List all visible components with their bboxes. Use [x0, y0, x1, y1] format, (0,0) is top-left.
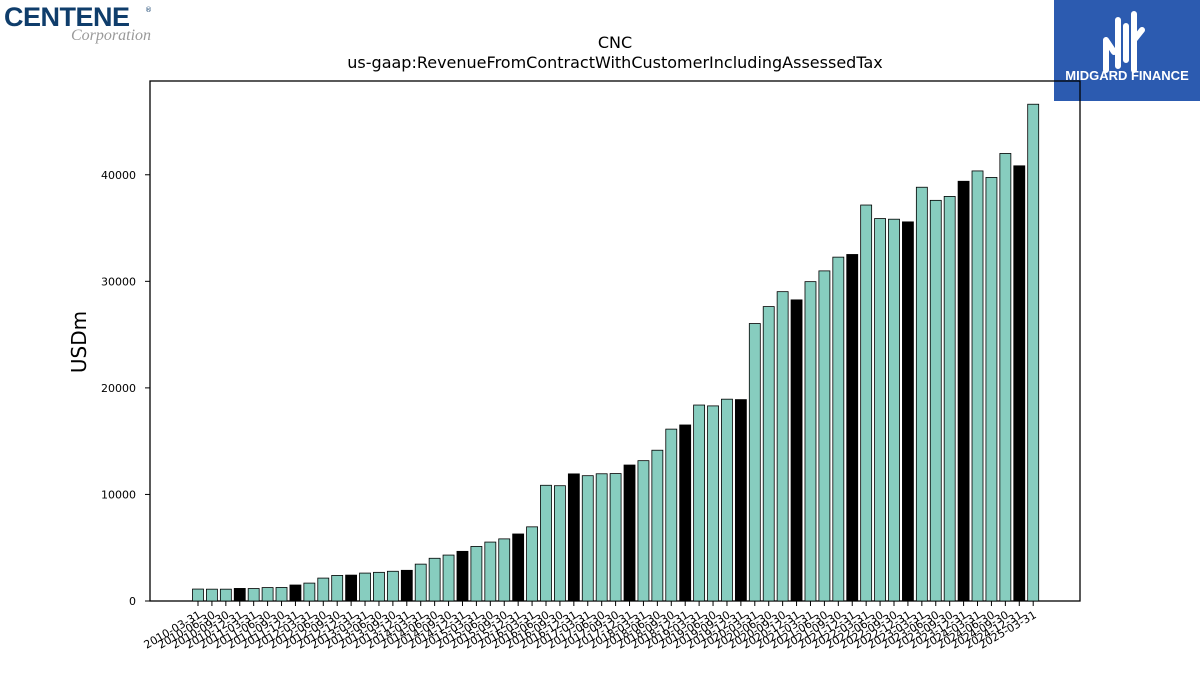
bar — [345, 574, 358, 602]
bar — [470, 546, 483, 602]
bar — [804, 281, 817, 602]
midgard-logo-text: MIDGARD FINANCE — [1065, 68, 1189, 83]
bar — [915, 186, 928, 602]
bar — [414, 563, 427, 602]
y-tick-label: 30000 — [101, 275, 136, 288]
bar — [192, 588, 204, 602]
bar — [428, 557, 441, 602]
bar — [665, 428, 678, 602]
y-tick-label: 10000 — [101, 488, 136, 501]
bar — [679, 424, 692, 602]
bar — [512, 533, 525, 602]
bar — [860, 204, 873, 602]
bar-series — [192, 103, 1040, 602]
centene-logo: CENTENE ® Corporation — [4, 2, 179, 48]
chart-subtitle: us-gaap:RevenueFromContractWithCustomerI… — [347, 53, 882, 72]
bar — [498, 538, 511, 602]
midgard-finance-logo: MIDGARD FINANCE — [1054, 0, 1200, 101]
y-tick-label: 0 — [129, 595, 136, 608]
bar — [233, 588, 246, 602]
bar — [929, 199, 942, 602]
bar — [748, 323, 761, 602]
midgard-logo-mark-icon — [1103, 11, 1145, 73]
bar — [874, 218, 886, 602]
bar — [609, 473, 622, 602]
bar — [790, 299, 803, 602]
bar — [581, 475, 594, 602]
bar — [1027, 103, 1040, 602]
bar — [373, 571, 385, 602]
centene-logo-registered: ® — [145, 6, 152, 14]
bar — [1013, 165, 1026, 602]
bar — [526, 526, 538, 602]
bar — [400, 569, 413, 602]
y-axis-ticks: 0 10000 20000 30000 40000 — [101, 169, 150, 608]
bar — [999, 153, 1012, 602]
bar — [331, 575, 344, 602]
bar — [206, 588, 218, 602]
bar — [289, 584, 302, 602]
bar — [971, 170, 984, 602]
bar — [707, 405, 719, 602]
y-tick-label: 40000 — [101, 169, 136, 182]
bar — [651, 449, 664, 602]
bar — [275, 587, 288, 602]
bar — [721, 398, 733, 602]
bar — [247, 588, 260, 602]
bar — [261, 587, 274, 602]
chart-title: CNC — [598, 33, 632, 52]
bar — [846, 254, 859, 602]
bar — [540, 484, 552, 602]
bar — [442, 554, 455, 602]
bar — [943, 196, 956, 602]
bar — [359, 572, 371, 602]
bar — [567, 473, 580, 602]
bar — [888, 218, 900, 602]
bar — [957, 180, 970, 602]
bar — [902, 221, 914, 602]
bar — [456, 550, 469, 602]
centene-logo-subtitle: Corporation — [71, 27, 152, 44]
bar — [985, 177, 998, 602]
bar — [637, 460, 650, 602]
bar — [832, 256, 845, 602]
bar — [776, 291, 789, 602]
bar — [818, 270, 831, 602]
bar — [595, 473, 608, 602]
bar — [317, 577, 330, 602]
bar — [762, 306, 775, 602]
x-axis-ticks: 2010-03-312010-06-302010-09-302010-12-31… — [142, 601, 1039, 652]
bar — [693, 404, 706, 602]
bar — [554, 485, 566, 602]
bar — [219, 588, 232, 602]
bar — [484, 541, 497, 602]
bar — [386, 570, 399, 602]
centene-logo-word: CENTENE — [4, 2, 130, 32]
y-axis-label: USDm — [67, 311, 91, 373]
bar — [623, 464, 636, 602]
bar — [303, 582, 316, 602]
y-tick-label: 20000 — [101, 382, 136, 395]
bar — [734, 399, 747, 602]
